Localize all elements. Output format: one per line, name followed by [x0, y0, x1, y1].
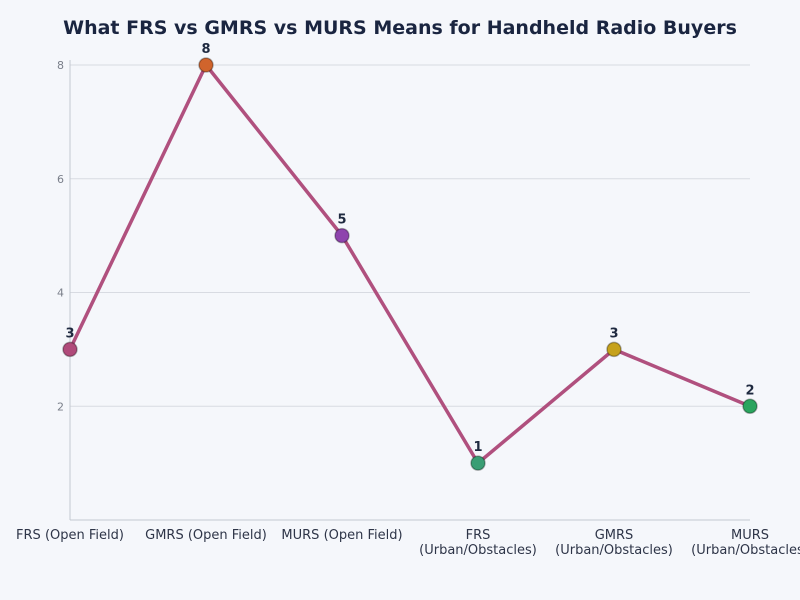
- x-tick-line: (Urban/Obstacles): [691, 543, 800, 558]
- y-tick-label: 8: [57, 59, 64, 72]
- series-line: [68, 63, 751, 465]
- data-label: 2: [745, 383, 754, 398]
- x-tick-label: GMRS (Urban/Obstacles): [555, 528, 673, 558]
- data-label: 3: [609, 326, 618, 341]
- x-tick-line: GMRS: [595, 528, 634, 543]
- series: 3 8 5 1 3 2: [62, 42, 758, 471]
- data-point: [742, 398, 758, 414]
- x-tick-line: MURS (Open Field): [281, 528, 402, 543]
- data-point: [198, 57, 214, 73]
- data-point: [334, 227, 350, 244]
- y-tick-label: 6: [57, 173, 64, 186]
- x-tick-line: FRS: [466, 528, 491, 543]
- x-tick-label: MURS (Open Field): [281, 528, 402, 543]
- x-tick-line: (Urban/Obstacles): [419, 543, 537, 558]
- x-tick-label: FRS (Urban/Obstacles): [419, 528, 537, 558]
- chart-title: What FRS vs GMRS vs MURS Means for Handh…: [63, 17, 737, 39]
- data-point: [606, 341, 622, 358]
- y-tick-label: 2: [57, 400, 64, 413]
- x-tick-line: FRS (Open Field): [16, 528, 124, 543]
- data-label: 8: [201, 42, 210, 57]
- data-point: [62, 341, 78, 358]
- gridlines: [70, 64, 750, 407]
- y-tick-label: 4: [57, 287, 64, 300]
- x-tick-line: MURS: [731, 528, 769, 543]
- x-tick-line: (Urban/Obstacles): [555, 543, 673, 558]
- x-tick-label: FRS (Open Field): [16, 528, 124, 543]
- data-label: 3: [65, 326, 74, 341]
- y-ticks: 2 4 6 8: [57, 59, 64, 413]
- x-tick-line: GMRS (Open Field): [145, 528, 267, 543]
- x-tick-label: MURS (Urban/Obstacles): [691, 528, 800, 558]
- x-ticks: FRS (Open Field) GMRS (Open Field) MURS (O…: [16, 528, 800, 558]
- data-point: [470, 455, 486, 471]
- x-tick-label: GMRS (Open Field): [145, 528, 267, 543]
- data-label: 1: [473, 440, 482, 455]
- data-label: 5: [337, 213, 346, 228]
